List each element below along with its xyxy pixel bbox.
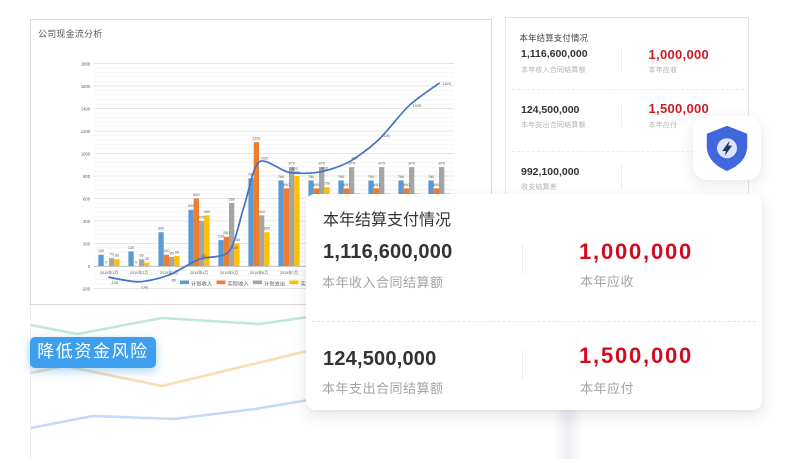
svg-text:879: 879 bbox=[288, 162, 294, 166]
svg-text:0: 0 bbox=[105, 260, 107, 264]
svg-text:879: 879 bbox=[438, 162, 444, 166]
svg-text:760: 760 bbox=[398, 175, 404, 179]
svg-text:2019年7月: 2019年7月 bbox=[280, 270, 298, 275]
svg-text:800: 800 bbox=[294, 170, 300, 174]
svg-text:80: 80 bbox=[170, 251, 174, 255]
svg-text:879: 879 bbox=[348, 162, 354, 166]
svg-text:100: 100 bbox=[98, 249, 104, 253]
svg-text:-200: -200 bbox=[82, 286, 91, 291]
svg-text:1100: 1100 bbox=[252, 137, 260, 141]
svg-text:-140: -140 bbox=[141, 285, 149, 289]
svg-text:690: 690 bbox=[313, 183, 319, 187]
svg-text:0: 0 bbox=[135, 260, 137, 264]
svg-text:700: 700 bbox=[324, 182, 330, 186]
svg-text:1200: 1200 bbox=[81, 129, 91, 134]
svg-text:1425: 1425 bbox=[413, 104, 421, 108]
svg-text:500: 500 bbox=[188, 204, 194, 208]
svg-text:1400: 1400 bbox=[81, 106, 91, 111]
svg-text:60: 60 bbox=[140, 254, 144, 258]
svg-text:计划支出: 计划支出 bbox=[264, 279, 285, 287]
svg-text:-80: -80 bbox=[171, 279, 177, 283]
svg-text:300: 300 bbox=[158, 227, 164, 231]
svg-text:2019年6月: 2019年6月 bbox=[250, 270, 268, 275]
svg-text:760: 760 bbox=[308, 175, 314, 179]
svg-text:60: 60 bbox=[115, 254, 119, 258]
svg-text:450: 450 bbox=[258, 210, 264, 214]
svg-text:1126: 1126 bbox=[382, 134, 390, 138]
svg-text:760: 760 bbox=[278, 175, 284, 179]
svg-text:400: 400 bbox=[83, 219, 91, 224]
svg-text:830: 830 bbox=[322, 167, 328, 171]
svg-text:-100: -100 bbox=[111, 281, 119, 285]
svg-text:200: 200 bbox=[83, 241, 91, 246]
svg-text:879: 879 bbox=[378, 162, 384, 166]
svg-text:690: 690 bbox=[343, 183, 349, 187]
svg-text:2019年1月: 2019年1月 bbox=[100, 270, 118, 275]
svg-text:400: 400 bbox=[198, 215, 204, 219]
svg-text:300: 300 bbox=[264, 227, 270, 231]
svg-text:30: 30 bbox=[145, 257, 149, 261]
svg-text:70: 70 bbox=[110, 253, 114, 257]
svg-text:760: 760 bbox=[428, 175, 434, 179]
svg-text:130: 130 bbox=[232, 246, 238, 250]
svg-text:930: 930 bbox=[262, 156, 268, 160]
svg-text:260: 260 bbox=[223, 231, 229, 235]
svg-text:1600: 1600 bbox=[81, 84, 91, 89]
svg-text:690: 690 bbox=[433, 183, 439, 187]
svg-text:230: 230 bbox=[218, 235, 224, 239]
svg-text:1000: 1000 bbox=[81, 151, 91, 156]
svg-text:690: 690 bbox=[373, 183, 379, 187]
svg-text:计划收入: 计划收入 bbox=[191, 279, 213, 287]
svg-text:879: 879 bbox=[318, 162, 324, 166]
svg-text:760: 760 bbox=[338, 175, 344, 179]
svg-text:2019年2月: 2019年2月 bbox=[130, 270, 148, 275]
svg-text:实际收入: 实际收入 bbox=[228, 279, 250, 287]
svg-text:2019年3月: 2019年3月 bbox=[160, 270, 178, 275]
svg-text:2019年4月: 2019年4月 bbox=[190, 270, 208, 275]
svg-text:800: 800 bbox=[83, 174, 91, 179]
svg-text:60: 60 bbox=[202, 254, 206, 258]
svg-text:879: 879 bbox=[408, 162, 414, 166]
svg-text:820: 820 bbox=[292, 167, 298, 171]
svg-text:690: 690 bbox=[403, 183, 409, 187]
svg-text:130: 130 bbox=[128, 246, 134, 250]
svg-text:1624: 1624 bbox=[443, 82, 451, 86]
svg-text:2019年5月: 2019年5月 bbox=[220, 270, 238, 275]
svg-text:927: 927 bbox=[352, 156, 358, 160]
svg-text:100: 100 bbox=[163, 249, 169, 253]
svg-text:90: 90 bbox=[175, 250, 179, 254]
svg-text:450: 450 bbox=[204, 210, 210, 214]
svg-text:600: 600 bbox=[193, 193, 199, 197]
svg-text:1800: 1800 bbox=[81, 61, 91, 66]
svg-text:560: 560 bbox=[228, 197, 234, 201]
svg-text:760: 760 bbox=[368, 175, 374, 179]
svg-text:780: 780 bbox=[248, 173, 254, 177]
svg-text:0: 0 bbox=[88, 264, 91, 269]
svg-text:200: 200 bbox=[234, 238, 240, 242]
svg-text:600: 600 bbox=[83, 196, 91, 201]
svg-text:690: 690 bbox=[283, 183, 289, 187]
